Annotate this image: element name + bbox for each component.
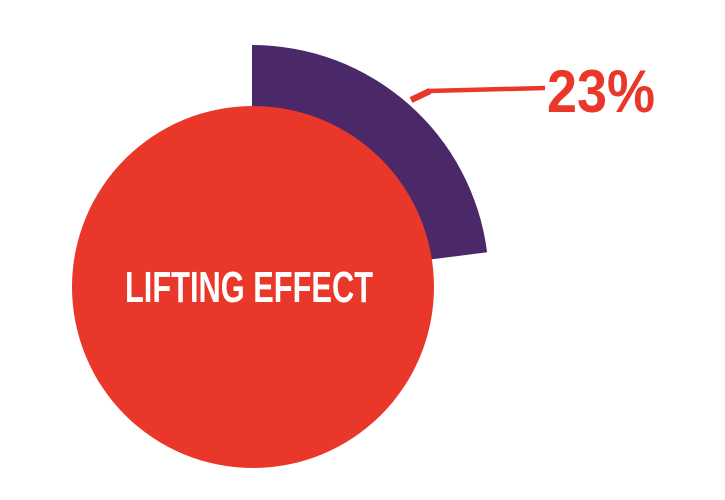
chart-title: LIFTING EFFECT <box>125 263 373 312</box>
pie-circle-red <box>72 106 434 468</box>
callout-line <box>427 85 546 94</box>
callout-line-tip-icon <box>409 88 432 103</box>
value-label: 23% <box>547 58 655 125</box>
